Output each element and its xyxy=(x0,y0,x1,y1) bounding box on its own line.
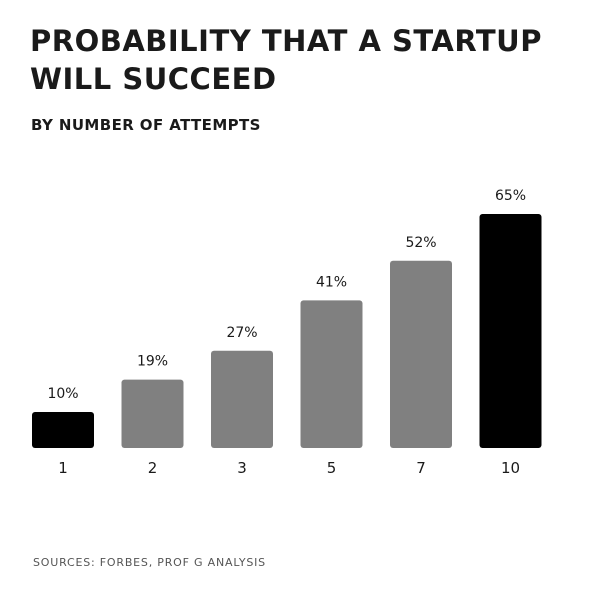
bar-chart: 10% 1 19% 2 27% 3 41% 5 52% 7 65% 10 xyxy=(32,188,542,477)
x-tick-label-2: 2 xyxy=(148,459,158,477)
bar-5 xyxy=(300,300,363,448)
x-tick-label-1: 1 xyxy=(58,459,68,477)
data-label-2: 19% xyxy=(137,354,168,370)
chart-title-line-1: PROBABILITY THAT A STARTUP xyxy=(30,24,542,58)
bar-10 xyxy=(479,214,542,448)
x-tick-label-10: 10 xyxy=(501,459,520,477)
data-label-5: 41% xyxy=(316,274,347,290)
data-label-1: 10% xyxy=(47,386,78,402)
chart-title: PROBABILITY THAT A STARTUP WILL SUCCEED xyxy=(30,22,570,98)
bar-1 xyxy=(32,412,94,448)
x-tick-label-5: 5 xyxy=(327,459,337,477)
source-note: SOURCES: FORBES, PROF G ANALYSIS xyxy=(33,556,266,569)
bar-3 xyxy=(211,350,273,448)
data-label-3: 27% xyxy=(226,325,257,341)
bar-7 xyxy=(390,260,452,448)
bar-2 xyxy=(121,379,184,448)
chart-subtitle: BY NUMBER OF ATTEMPTS xyxy=(31,116,261,134)
x-tick-label-3: 3 xyxy=(237,459,247,477)
data-label-7: 52% xyxy=(405,235,436,251)
chart-title-line-2: WILL SUCCEED xyxy=(30,62,277,96)
data-label-10: 65% xyxy=(495,188,526,204)
x-tick-label-7: 7 xyxy=(416,459,426,477)
